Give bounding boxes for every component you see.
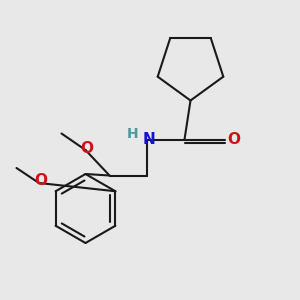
Text: O: O: [34, 173, 47, 188]
Text: H: H: [127, 127, 138, 141]
Text: O: O: [80, 141, 94, 156]
Text: O: O: [227, 132, 240, 147]
Text: N: N: [142, 132, 155, 147]
